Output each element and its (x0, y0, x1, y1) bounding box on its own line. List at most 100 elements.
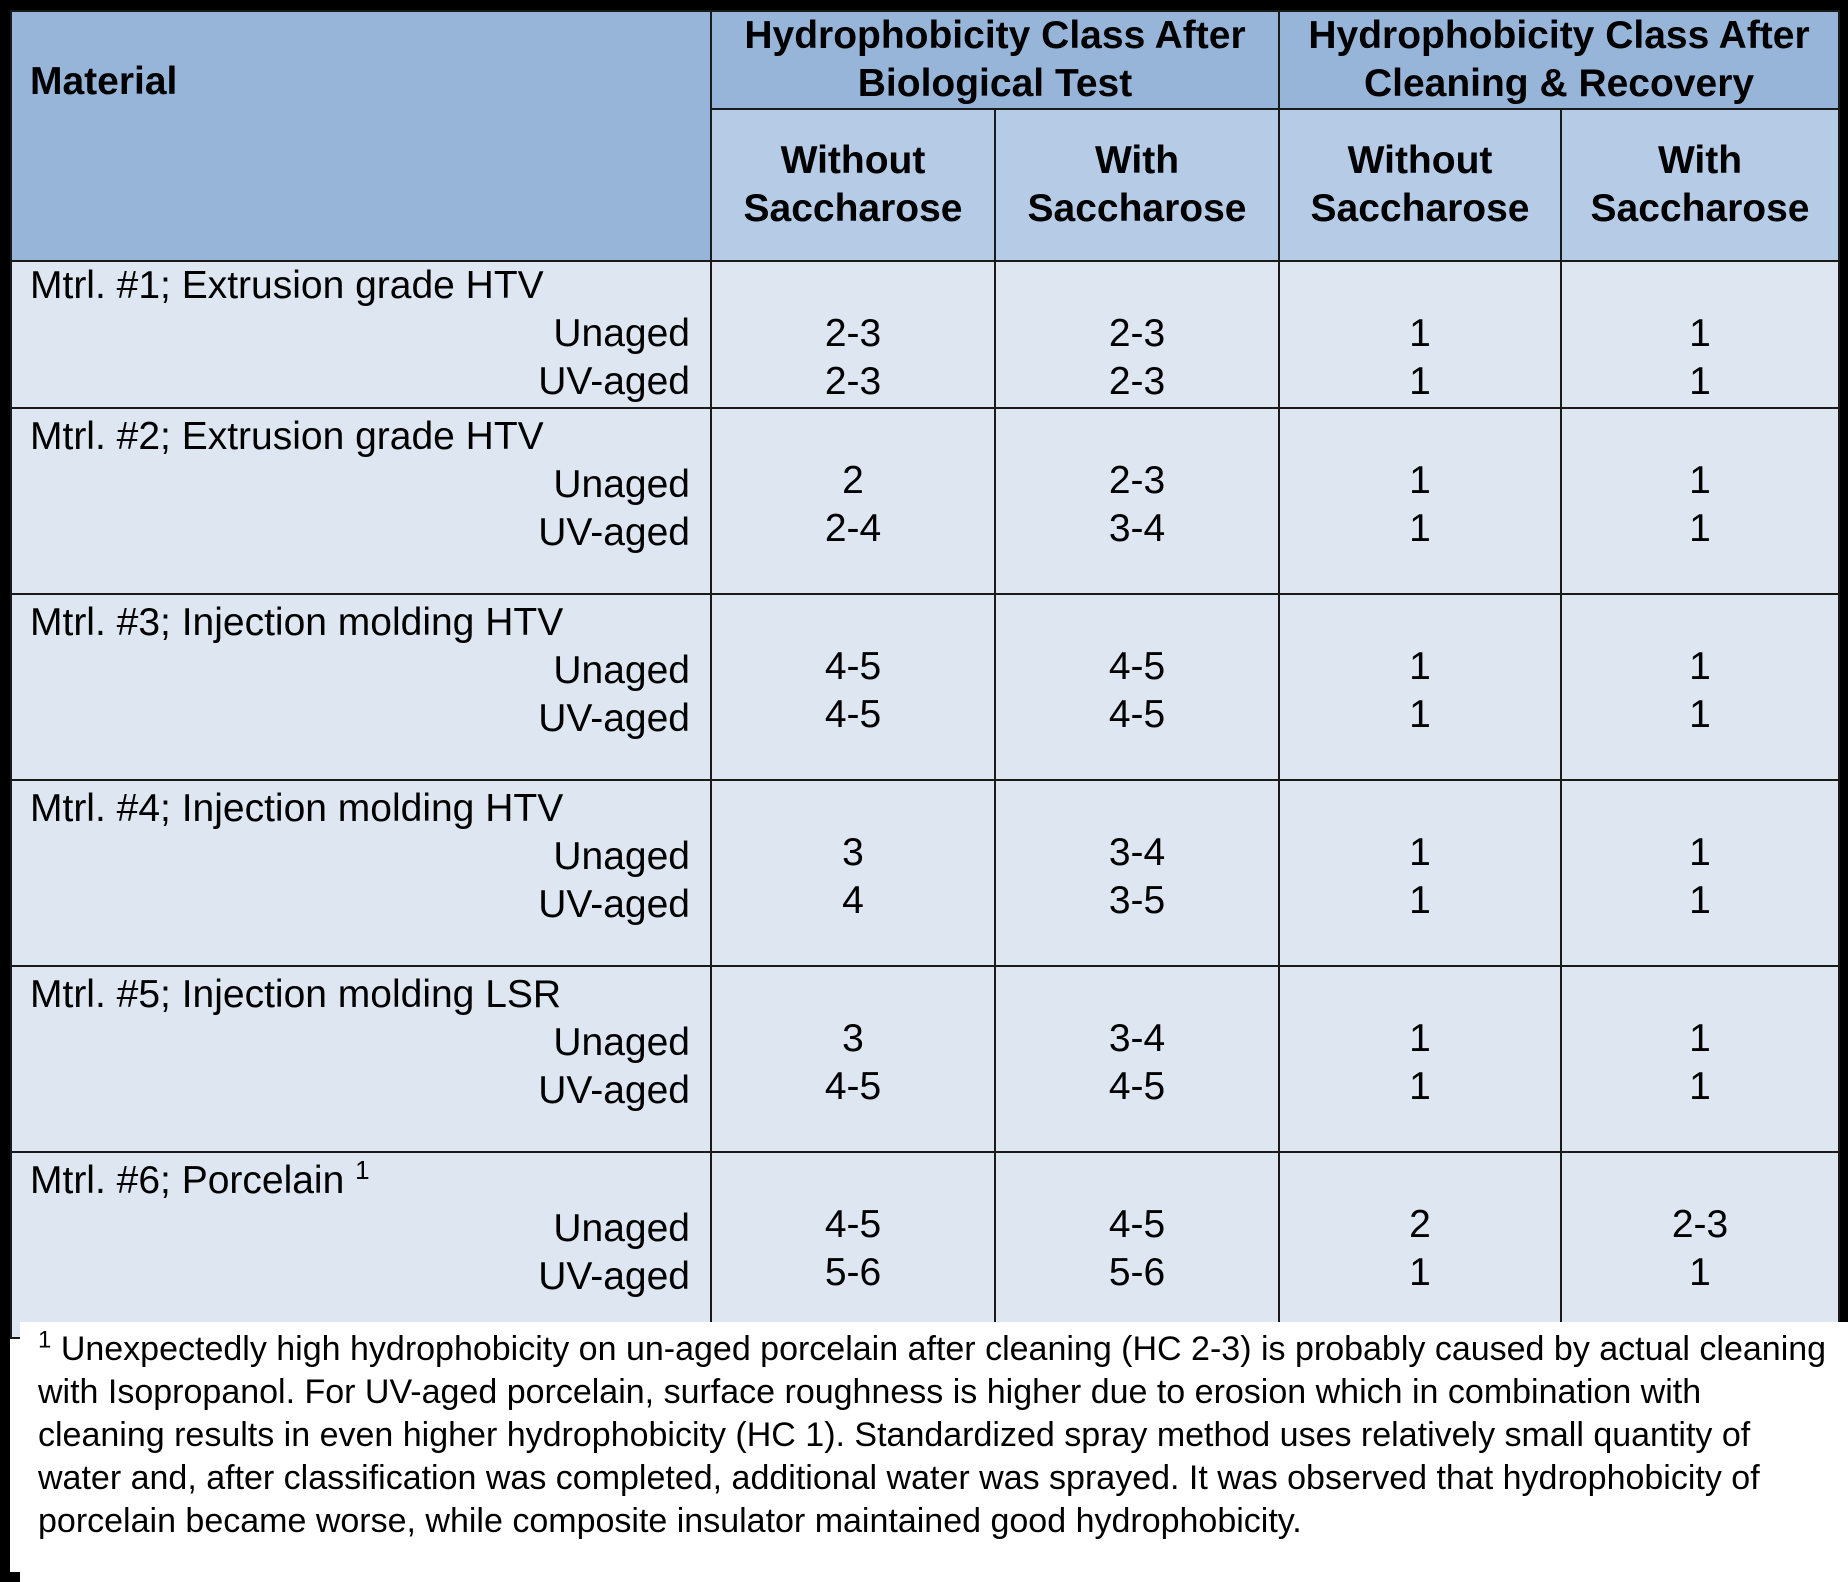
cell-spacer (996, 1153, 1278, 1201)
value-cell-clean-with: 2-3 1 (1560, 1151, 1841, 1339)
hc-value-uv-aged: 3-4 (1108, 507, 1166, 550)
hc-value-unaged: 4-5 (824, 645, 882, 688)
value-cell-bio-without: 3 4-5 (710, 965, 996, 1153)
footnote-text: Unexpectedly high hydrophobicity on un-a… (38, 1330, 1827, 1540)
value-cell-bio-with: 4-5 5-6 (993, 1151, 1281, 1339)
hc-value-unaged: 2-3 (1671, 1203, 1729, 1246)
hc-value-uv-aged: 1 (1689, 693, 1711, 736)
bio-with-saccharose-header: With Saccharose (993, 108, 1281, 262)
cell-spacer (712, 262, 994, 310)
hydrophobicity-table: Material Hydrophobicity Class After Biol… (10, 10, 1841, 1339)
value-cell-bio-with: 2-3 2-3 (993, 260, 1281, 409)
cell-spacer (712, 967, 994, 1015)
hc-value-unaged: 1 (1689, 645, 1711, 688)
material-name: Mtrl. #4; Injection molding HTV (30, 785, 690, 833)
hc-value-uv-aged: 1 (1409, 1251, 1431, 1294)
hc-value-uv-aged: 2-3 (1108, 360, 1166, 403)
table-footnote: 1 Unexpectedly high hydrophobicity on un… (20, 1322, 1848, 1582)
cell-spacer (1280, 409, 1560, 457)
condition-label-unaged: Unaged (553, 312, 690, 355)
material-name: Mtrl. #3; Injection molding HTV (30, 599, 690, 647)
condition-label-unaged: Unaged (553, 835, 690, 878)
cell-spacer (1562, 1153, 1838, 1201)
material-cell: Mtrl. #3; Injection molding HTV Unaged UV-… (10, 593, 712, 781)
table-body: Mtrl. #1; Extrusion grade HTV Unaged UV-ag… (10, 260, 1841, 1339)
condition-label-unaged: Unaged (553, 649, 690, 692)
hc-value-unaged: 2 (1409, 1203, 1431, 1246)
cell-spacer (1280, 1153, 1560, 1201)
condition-label-uv-aged: UV-aged (538, 511, 690, 554)
material-name-text: Mtrl. #2; Extrusion grade HTV (30, 415, 544, 458)
cell-spacer (1562, 262, 1838, 310)
table-row: Mtrl. #4; Injection molding HTV Unaged UV-… (10, 779, 1841, 967)
hc-value-uv-aged: 2-4 (824, 507, 882, 550)
material-name: Mtrl. #2; Extrusion grade HTV (30, 413, 690, 461)
cell-spacer (996, 595, 1278, 643)
material-footnote-mark: 1 (355, 1155, 370, 1185)
hc-value-unaged: 1 (1409, 459, 1431, 502)
hc-value-uv-aged: 5-6 (1108, 1251, 1166, 1294)
hc-value-uv-aged: 4-5 (824, 1065, 882, 1108)
hc-value-unaged: 1 (1689, 1017, 1711, 1060)
hc-value-uv-aged: 4-5 (1108, 693, 1166, 736)
hc-value-uv-aged: 1 (1409, 360, 1431, 403)
cell-spacer (1562, 409, 1838, 457)
hc-value-unaged: 4-5 (1108, 645, 1166, 688)
table-row: Mtrl. #2; Extrusion grade HTV Unaged UV-ag… (10, 407, 1841, 595)
material-cell: Mtrl. #5; Injection molding LSR Unaged UV-… (10, 965, 712, 1153)
hc-value-uv-aged: 1 (1689, 360, 1711, 403)
cell-spacer (1562, 967, 1838, 1015)
value-cell-bio-with: 4-5 4-5 (993, 593, 1281, 781)
bio-without-saccharose-header: Without Saccharose (710, 108, 996, 262)
cell-spacer (1280, 262, 1560, 310)
cell-spacer (996, 409, 1278, 457)
hc-value-uv-aged: 1 (1409, 693, 1431, 736)
value-cell-bio-without: 2-3 2-3 (710, 260, 996, 409)
hc-value-uv-aged: 2-3 (824, 360, 882, 403)
material-name: Mtrl. #5; Injection molding LSR (30, 971, 690, 1019)
cleaning-recovery-group-header: Hydrophobicity Class After Cleaning & Re… (1278, 10, 1841, 110)
cell-spacer (712, 781, 994, 829)
hc-value-unaged: 2-3 (1108, 459, 1166, 502)
hc-value-unaged: 3-4 (1108, 1017, 1166, 1060)
hc-value-uv-aged: 1 (1409, 507, 1431, 550)
material-name-text: Mtrl. #4; Injection molding HTV (30, 787, 564, 830)
condition-label-uv-aged: UV-aged (538, 360, 690, 403)
material-cell: Mtrl. #1; Extrusion grade HTV Unaged UV-ag… (10, 260, 712, 409)
value-cell-bio-without: 4-5 5-6 (710, 1151, 996, 1339)
hc-value-unaged: 4-5 (1108, 1203, 1166, 1246)
hc-value-uv-aged: 3-5 (1108, 879, 1166, 922)
hc-value-unaged: 3 (842, 831, 864, 874)
table-row: Mtrl. #5; Injection molding LSR Unaged UV-… (10, 965, 1841, 1153)
material-column-header: Material (10, 10, 712, 262)
condition-label-uv-aged: UV-aged (538, 1069, 690, 1112)
hc-value-unaged: 1 (1409, 312, 1431, 355)
table-header: Material Hydrophobicity Class After Biol… (10, 10, 1841, 262)
clean-without-saccharose-header: Without Saccharose (1278, 108, 1563, 262)
condition-label-unaged: Unaged (553, 1021, 690, 1064)
cell-spacer (1562, 595, 1838, 643)
value-cell-bio-with: 3-4 3-5 (993, 779, 1281, 967)
cell-spacer (996, 262, 1278, 310)
material-name: Mtrl. #1; Extrusion grade HTV (30, 262, 690, 310)
cell-spacer (712, 1153, 994, 1201)
cell-spacer (996, 967, 1278, 1015)
condition-label-unaged: Unaged (553, 1207, 690, 1250)
hc-value-uv-aged: 4-5 (824, 693, 882, 736)
table-row: Mtrl. #3; Injection molding HTV Unaged UV-… (10, 593, 1841, 781)
hc-value-uv-aged: 1 (1409, 879, 1431, 922)
cell-spacer (1280, 781, 1560, 829)
hc-value-unaged: 1 (1409, 831, 1431, 874)
table-row: Mtrl. #6; Porcelain 1 Unaged UV-aged 4-5 5-6… (10, 1151, 1841, 1339)
hc-value-uv-aged: 4 (842, 879, 864, 922)
value-cell-bio-with: 2-3 3-4 (993, 407, 1281, 595)
material-cell: Mtrl. #4; Injection molding HTV Unaged UV-… (10, 779, 712, 967)
material-cell: Mtrl. #2; Extrusion grade HTV Unaged UV-ag… (10, 407, 712, 595)
